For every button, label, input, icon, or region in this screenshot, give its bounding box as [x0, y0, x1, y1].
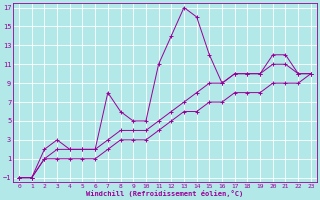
X-axis label: Windchill (Refroidissement éolien,°C): Windchill (Refroidissement éolien,°C)	[86, 190, 244, 197]
